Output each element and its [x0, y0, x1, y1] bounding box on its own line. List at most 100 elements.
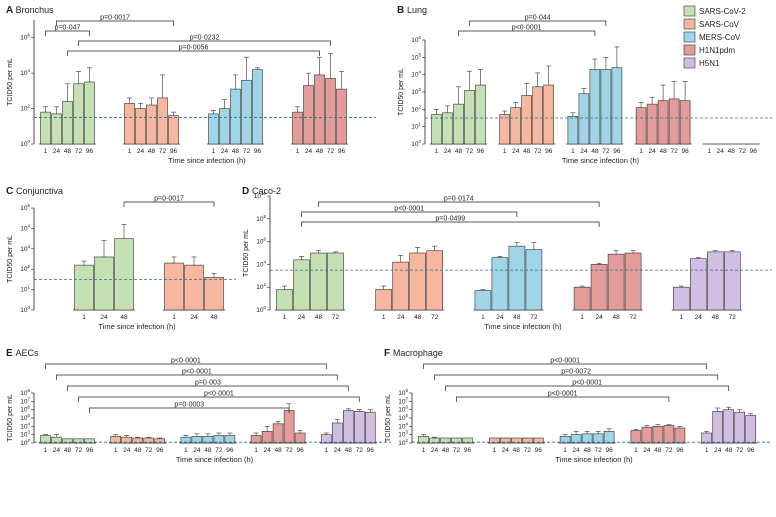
series-sars-cov: 1 24 48 72 96	[123, 74, 180, 155]
legend-swatch	[683, 44, 696, 56]
y-tick-base: 10	[398, 398, 406, 405]
bar	[261, 431, 273, 444]
bracket-line	[45, 363, 327, 369]
y-tick-base: 10	[20, 246, 28, 253]
bracket-line	[56, 20, 174, 26]
x-tick-label: 24	[648, 148, 656, 155]
series-mers-cov: 1 24 48 72	[473, 242, 544, 321]
y-tick-exp: 4	[27, 223, 30, 228]
bar	[364, 411, 376, 444]
bar	[491, 257, 509, 311]
x-tick-label: 24	[221, 148, 229, 155]
x-tick-label: 48	[64, 447, 72, 454]
bracket-line	[301, 221, 600, 227]
x-tick-label: 48	[315, 314, 323, 321]
x-tick-label: 24	[100, 314, 108, 321]
bar	[573, 286, 591, 311]
y-tick-base: 10	[20, 440, 28, 447]
bar	[84, 438, 95, 444]
x-tick-label: 48	[414, 314, 422, 321]
panel-name: Conjunctiva	[16, 186, 63, 196]
bar	[325, 78, 336, 145]
y-tick-exp: 6	[27, 405, 30, 410]
bar	[510, 107, 522, 145]
x-tick-label: 1	[639, 148, 643, 155]
pvalue-bracket: p=0·0072	[434, 369, 719, 380]
x-tick-label: 72	[629, 314, 637, 321]
y-tick-label: 107	[20, 396, 30, 405]
x-tick-label: 96	[681, 148, 689, 155]
bar	[674, 427, 686, 444]
legend-label: MERS-CoV	[699, 33, 741, 42]
pvalue-label: p=0·0499	[435, 216, 465, 223]
x-tick-label: 48	[583, 447, 591, 454]
bar	[590, 264, 608, 311]
x-tick-label: 72	[75, 447, 83, 454]
x-tick-label: 48	[728, 148, 736, 155]
series-sars-cov-2: 1 24 48 72 96	[417, 434, 474, 454]
panel-title: C Conjunctiva	[6, 186, 63, 197]
x-tick-label: 72	[75, 148, 83, 155]
x-tick-label: 96	[535, 447, 543, 454]
y-tick-label: 102	[20, 438, 30, 447]
y-axis-label: TCID50 per mL	[7, 394, 14, 442]
bar	[272, 423, 284, 444]
y-tick-exp: 2	[263, 282, 266, 287]
bar	[157, 97, 168, 145]
y-tick-base: 10	[20, 266, 28, 273]
y-tick-base: 10	[20, 307, 28, 314]
x-tick-label: 1	[580, 314, 584, 321]
y-tick-exp: 2	[27, 438, 30, 443]
y-tick-label: 100	[20, 305, 30, 314]
series-mers-cov: 1 24 48 72 96	[207, 56, 264, 155]
y-tick-base: 10	[411, 141, 419, 148]
bar	[570, 434, 582, 444]
series-sars-cov: 1 24 48	[163, 256, 225, 321]
y-tick-label: 103	[398, 430, 408, 439]
x-tick-label: 72	[243, 148, 251, 155]
y-tick-exp: 6	[27, 33, 30, 38]
legend-label: SARS-CoV	[699, 20, 740, 29]
y-axis-label: TCID50 per mL	[385, 394, 392, 442]
x-tick-label: 72	[431, 314, 439, 321]
bar	[294, 432, 306, 444]
panel-title: A Bronchus	[6, 5, 54, 16]
x-tick-label: 48	[659, 148, 667, 155]
x-tick-label: 24	[53, 148, 61, 155]
series-h1n1pdm: 1 24 48 72	[572, 250, 643, 321]
bar	[168, 115, 179, 145]
x-axis-label: Time since infection (h)	[168, 156, 246, 165]
y-tick-base: 10	[398, 423, 406, 430]
bar	[375, 289, 393, 311]
panel-letter: D	[242, 186, 252, 197]
x-tick-label: 96	[338, 148, 346, 155]
bar	[409, 252, 427, 311]
y-tick-base: 10	[398, 390, 406, 397]
bar	[276, 289, 293, 311]
y-tick-exp: 5	[418, 52, 421, 57]
pvalue-label: p<0·0001	[550, 358, 580, 365]
x-tick-label: 96	[464, 447, 472, 454]
bar	[603, 431, 615, 444]
bar	[521, 437, 533, 444]
y-tick-exp: 4	[27, 421, 30, 426]
y-tick-exp: 4	[418, 70, 421, 75]
y-axis-label: TCID50 per mL	[7, 235, 14, 283]
y-tick-base: 10	[20, 205, 28, 212]
x-tick-label: 48	[148, 148, 156, 155]
y-tick-label: 106	[411, 35, 421, 44]
y-tick-base: 10	[20, 70, 28, 77]
series-h1n1pdm: 1 24 48 72 96	[629, 424, 687, 454]
x-tick-label: 96	[750, 148, 758, 155]
pvalue-bracket: p=0·044	[469, 15, 607, 26]
bar	[723, 409, 735, 444]
x-tick-label: 24	[431, 447, 439, 454]
bar	[293, 259, 310, 311]
pvalue-bracket: p=0·003	[67, 380, 349, 391]
bar	[320, 434, 332, 444]
bar	[431, 114, 442, 145]
pvalue-label: p=0·003	[195, 380, 221, 387]
legend-swatch	[683, 5, 696, 17]
bar	[592, 433, 604, 444]
legend: SARS-CoV-2 SARS-CoV MERS-CoV H1N1pdm H5N1	[683, 5, 746, 69]
